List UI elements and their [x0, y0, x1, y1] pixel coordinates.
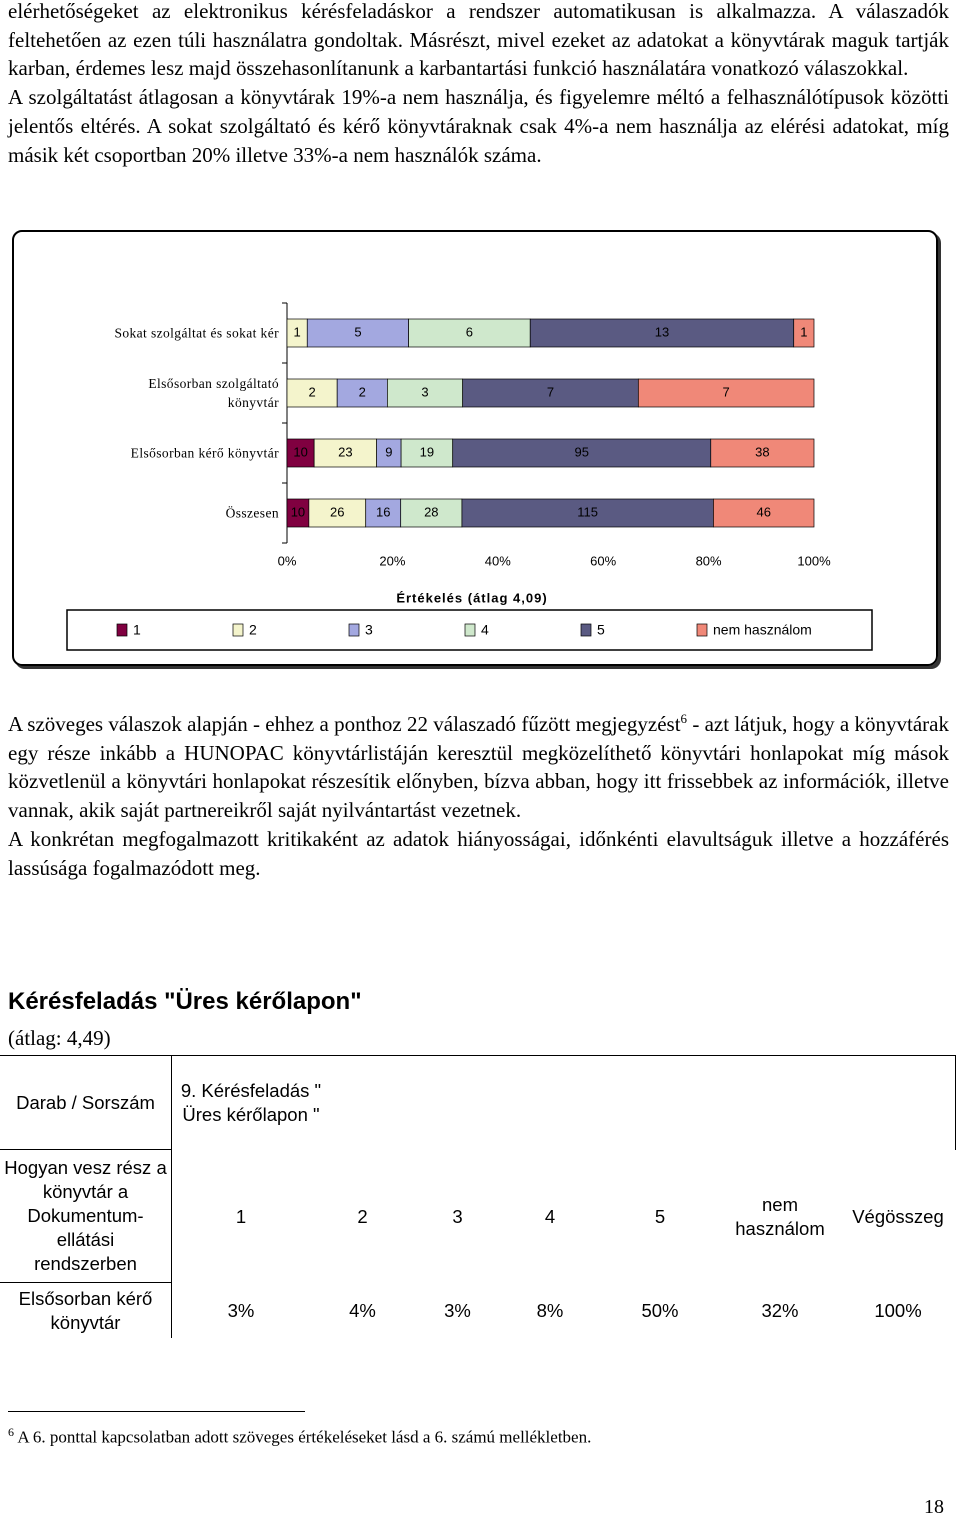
footnote-text: A 6. ponttal kapcsolatban adott szöveges… — [17, 1427, 592, 1447]
value-label: 19 — [420, 444, 434, 459]
table-cell: Darab / Sorszám — [0, 1055, 172, 1150]
category-label: Összesen — [225, 505, 279, 521]
bar — [286, 438, 315, 468]
x-tick-label: 80% — [696, 553, 722, 568]
bar — [387, 378, 464, 408]
value-label: 10 — [293, 444, 307, 459]
bar — [336, 378, 388, 408]
page-number: 18 — [924, 1496, 944, 1518]
value-label: 38 — [755, 444, 769, 459]
bar — [308, 498, 367, 528]
value-label: 95 — [575, 444, 589, 459]
table-cell: 9. Kérésfeladás " Üres kérőlapon " — [172, 1055, 330, 1150]
x-axis-title: Értékelés (átlag 4,09) — [396, 590, 547, 605]
table-cell: 2 — [357, 1205, 368, 1227]
bar — [793, 318, 815, 348]
paragraph-text: elérhetőségeket az elektronikus kérésfel… — [8, 0, 949, 81]
paragraph-text: - azt látjuk, hogy a könyvtárak egy rész… — [8, 712, 949, 823]
x-tick-label: 0% — [278, 553, 297, 568]
value-label: 26 — [330, 504, 344, 519]
value-label: 28 — [424, 504, 438, 519]
bar — [529, 318, 795, 348]
x-tick-label: 20% — [379, 553, 405, 568]
bar — [637, 378, 815, 408]
value-label: 5 — [354, 324, 361, 339]
table-cell: 1 — [235, 1205, 247, 1227]
bar — [286, 378, 338, 408]
footnote-rule — [8, 1411, 305, 1412]
table-cell: 100% — [874, 1299, 922, 1321]
value-label: 46 — [756, 504, 770, 519]
bar — [710, 438, 815, 468]
bar — [400, 498, 463, 528]
footnote: 6 A 6. ponttal kapcsolatban adott szöveg… — [8, 1425, 591, 1448]
bar — [376, 438, 402, 468]
table-cell: 4 — [544, 1205, 556, 1227]
value-label: 9 — [385, 444, 392, 459]
x-tick-label: 40% — [485, 553, 511, 568]
value-label: 3 — [421, 384, 428, 399]
paragraph-text: A konkrétan megfogalmazott kritikaként a… — [8, 826, 949, 880]
table-cell: Elsősorban kérő könyvtár — [0, 1283, 172, 1338]
value-label: 1 — [294, 324, 301, 339]
paragraph-text: A szöveges válaszok alapján - ehhez a po… — [8, 712, 681, 736]
section-subtitle: (átlag: 4,49) — [8, 1026, 111, 1050]
value-label: 7 — [547, 384, 554, 399]
legend-label: 5 — [597, 622, 605, 638]
legend-marker — [348, 623, 360, 637]
table-cell: 32% — [761, 1299, 799, 1321]
paragraph: elérhetőségeket az elektronikus kérésfel… — [8, 0, 949, 169]
section-title: Kérésfeladás "Üres kérőlapon" — [8, 988, 362, 1015]
legend-label: nem használom — [713, 622, 812, 638]
bar — [713, 498, 815, 528]
legend-label: 4 — [481, 622, 489, 638]
value-label: 7 — [723, 384, 730, 399]
footnote-ref: 6 — [680, 711, 688, 726]
table-cell: 4% — [349, 1299, 376, 1321]
category-label: Elsősorban kérő könyvtár — [130, 445, 279, 461]
paragraph-text: A szolgáltatást átlagosan a könyvtárak 1… — [8, 85, 949, 167]
table-cell: 50% — [641, 1299, 679, 1321]
bar — [461, 498, 714, 528]
value-label: 10 — [291, 504, 305, 519]
table-cell: Hogyan vesz rész a könyvtár a Dokumentum… — [0, 1150, 172, 1283]
bar — [408, 318, 531, 348]
value-label: 2 — [359, 384, 366, 399]
category-label: Sokat szolgáltat és sokat kér — [114, 325, 279, 341]
category-label: Elsősorban szolgáltató könyvtár — [148, 376, 279, 410]
chart: 0% 20% 40% 60% 80% 100% Értékelés (átlag 4,09)… — [12, 230, 938, 666]
x-tick-label: 100% — [797, 553, 831, 568]
table-cell: 3 — [452, 1205, 463, 1227]
legend-marker — [696, 623, 708, 637]
paragraph: A szöveges válaszok alapján - ehhez a po… — [8, 705, 949, 882]
table-cell: 8% — [536, 1299, 564, 1321]
value-label: 1 — [800, 324, 807, 339]
value-label: 13 — [655, 324, 669, 339]
table-cell: Végösszeg — [852, 1205, 944, 1227]
table-frame — [0, 1055, 956, 1150]
bar — [400, 438, 454, 468]
x-tick-label: 60% — [590, 553, 616, 568]
table-cell: 3% — [444, 1299, 471, 1321]
value-label: 16 — [376, 504, 390, 519]
bar — [462, 378, 639, 408]
value-label: 23 — [338, 444, 352, 459]
legend-marker — [464, 623, 476, 637]
legend-marker — [580, 623, 592, 637]
value-label: 6 — [466, 324, 473, 339]
value-label: 2 — [308, 384, 315, 399]
table-cell: 5 — [654, 1205, 666, 1227]
legend-label: 2 — [249, 622, 257, 638]
chart-svg: 0% 20% 40% 60% 80% 100% Értékelés (átlag 4,09)… — [66, 302, 873, 651]
bar — [452, 438, 712, 468]
legend-marker — [232, 623, 244, 637]
legend-label: 3 — [365, 622, 373, 638]
table-cell: nem használom — [735, 1193, 825, 1239]
footnote-number: 6 — [8, 1425, 14, 1439]
legend-marker — [116, 623, 128, 637]
value-label: 115 — [577, 504, 598, 519]
legend-label: 1 — [133, 622, 141, 638]
table-cell: 3% — [227, 1299, 255, 1321]
